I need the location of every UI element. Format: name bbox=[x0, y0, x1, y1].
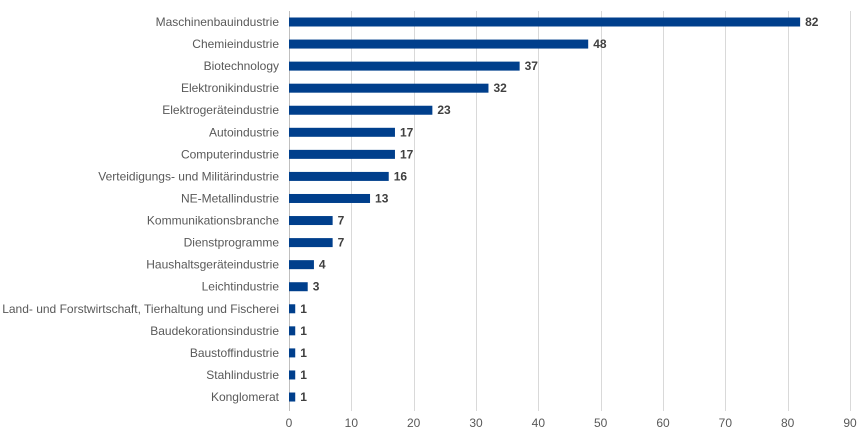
x-tick-label: 60 bbox=[656, 416, 670, 430]
data-label: 3 bbox=[313, 280, 320, 294]
bar bbox=[289, 171, 389, 181]
x-tick-label: 0 bbox=[286, 416, 293, 430]
category-label: Biotechnology bbox=[204, 59, 279, 73]
data-label: 4 bbox=[319, 258, 326, 272]
bar bbox=[289, 370, 296, 380]
category-label: Elektrogeräteindustrie bbox=[162, 103, 279, 117]
data-label: 37 bbox=[525, 59, 539, 73]
category-label: Kommunikationsbranche bbox=[147, 214, 279, 228]
bar bbox=[289, 17, 801, 27]
bar bbox=[289, 127, 395, 137]
category-label: Chemieindustrie bbox=[192, 37, 279, 51]
category-label: Land- und Forstwirtschaft, Tierhaltung u… bbox=[2, 302, 279, 316]
data-label: 82 bbox=[805, 15, 819, 29]
x-tick-label: 40 bbox=[532, 416, 546, 430]
category-label: Haushaltsgeräteindustrie bbox=[146, 258, 279, 272]
category-label: Dienstprogramme bbox=[184, 236, 280, 250]
category-label: Computerindustrie bbox=[181, 147, 279, 161]
category-label: Baustoffindustrie bbox=[190, 346, 279, 360]
category-label: NE-Metallindustrie bbox=[181, 191, 279, 205]
category-label: Maschinenbauindustrie bbox=[156, 15, 280, 29]
data-label: 13 bbox=[375, 191, 389, 205]
category-label: Konglomerat bbox=[211, 390, 280, 404]
x-axis-ticks: 0 10 20 30 40 50 60 70 80 90 bbox=[286, 416, 857, 430]
data-label: 23 bbox=[437, 103, 451, 117]
bar bbox=[289, 193, 371, 203]
bar bbox=[289, 105, 433, 115]
data-label: 1 bbox=[300, 368, 307, 382]
category-label: Baudekorationsindustrie bbox=[150, 324, 279, 338]
category-label: Stahlindustrie bbox=[206, 368, 279, 382]
data-label: 1 bbox=[300, 324, 307, 338]
data-label: 7 bbox=[338, 236, 345, 250]
category-label: Elektronikindustrie bbox=[181, 81, 279, 95]
x-tick-label: 30 bbox=[469, 416, 483, 430]
data-label: 17 bbox=[400, 125, 414, 139]
bar bbox=[289, 39, 589, 49]
data-label: 7 bbox=[338, 214, 345, 228]
bar bbox=[289, 260, 314, 270]
bar bbox=[289, 238, 333, 248]
bar bbox=[289, 304, 296, 314]
data-label: 1 bbox=[300, 390, 307, 404]
category-label: Leichtindustrie bbox=[202, 280, 280, 294]
bar bbox=[289, 282, 308, 292]
x-tick-label: 10 bbox=[345, 416, 359, 430]
data-label: 17 bbox=[400, 147, 414, 161]
bars bbox=[289, 17, 801, 402]
category-labels: Maschinenbauindustrie Chemieindustrie Biot… bbox=[2, 15, 279, 404]
bar bbox=[289, 326, 296, 336]
x-tick-label: 20 bbox=[407, 416, 421, 430]
bar bbox=[289, 83, 489, 93]
data-label: 1 bbox=[300, 346, 307, 360]
bar bbox=[289, 149, 395, 159]
data-label: 1 bbox=[300, 302, 307, 316]
gridlines bbox=[289, 11, 851, 411]
data-label: 16 bbox=[394, 169, 408, 183]
bar bbox=[289, 216, 333, 226]
bar bbox=[289, 61, 520, 71]
data-label: 48 bbox=[593, 37, 607, 51]
x-tick-label: 50 bbox=[594, 416, 608, 430]
bar bbox=[289, 348, 296, 358]
bar bbox=[289, 392, 296, 402]
category-label: Verteidigungs- und Militärindustrie bbox=[98, 169, 279, 183]
x-tick-label: 70 bbox=[719, 416, 733, 430]
x-tick-label: 80 bbox=[781, 416, 795, 430]
x-tick-label: 90 bbox=[843, 416, 857, 430]
category-label: Autoindustrie bbox=[209, 125, 279, 139]
data-label: 32 bbox=[493, 81, 507, 95]
